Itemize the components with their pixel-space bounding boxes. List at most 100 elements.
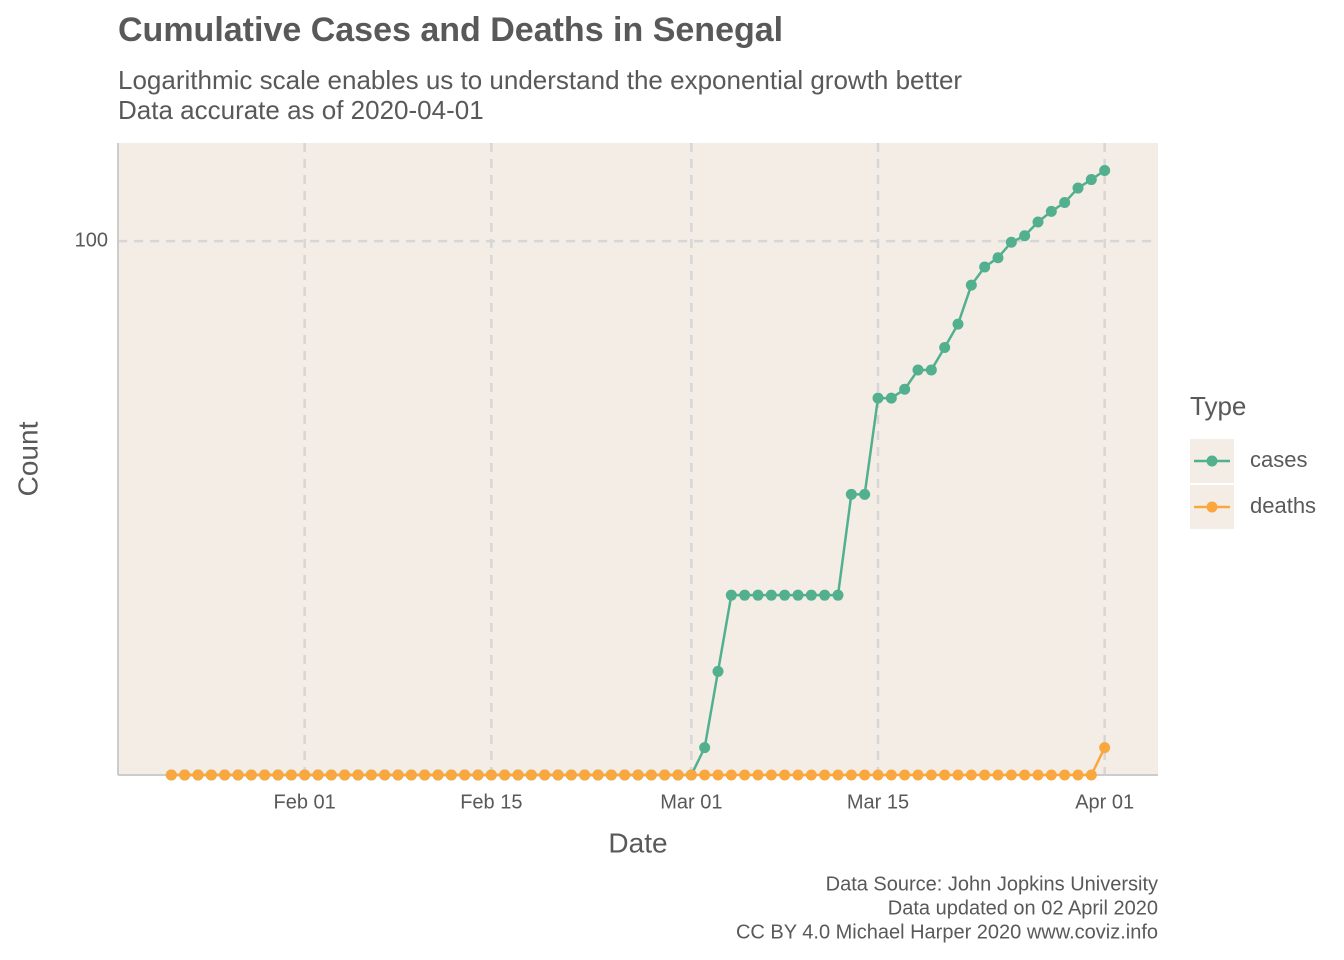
data-point <box>819 769 831 781</box>
data-point <box>499 769 511 781</box>
data-point <box>885 769 897 781</box>
data-point <box>1059 197 1071 209</box>
data-point <box>725 769 737 781</box>
data-point <box>432 769 444 781</box>
subtitle: Logarithmic scale enables us to understa… <box>118 65 962 95</box>
x-axis-title: Date <box>608 827 667 858</box>
data-point <box>979 261 991 273</box>
data-point <box>1072 182 1084 194</box>
data-point <box>579 769 591 781</box>
x-tick-label: Mar 15 <box>847 791 909 813</box>
data-point <box>1099 165 1111 177</box>
data-point <box>699 742 711 754</box>
data-point <box>939 769 951 781</box>
data-point <box>739 769 751 781</box>
data-point <box>979 769 991 781</box>
caption: CC BY 4.0 Michael Harper 2020 www.coviz.… <box>736 921 1158 943</box>
data-point <box>352 769 364 781</box>
data-point <box>459 769 471 781</box>
x-tick-label: Mar 01 <box>660 791 722 813</box>
caption: Data updated on 02 April 2020 <box>888 897 1158 919</box>
data-point <box>165 769 177 781</box>
data-point <box>299 769 311 781</box>
data-point <box>285 769 297 781</box>
data-point <box>619 769 631 781</box>
data-point <box>645 769 657 781</box>
data-point <box>739 589 751 601</box>
data-point <box>365 769 377 781</box>
data-point <box>445 769 457 781</box>
data-point <box>245 769 257 781</box>
data-point <box>832 769 844 781</box>
data-point <box>912 364 924 376</box>
data-point <box>232 769 244 781</box>
data-point <box>672 769 684 781</box>
data-point <box>219 769 231 781</box>
data-point <box>1085 174 1097 186</box>
data-point <box>1005 236 1017 248</box>
data-point <box>712 665 724 677</box>
data-point <box>765 589 777 601</box>
data-point <box>992 252 1004 264</box>
data-point <box>792 769 804 781</box>
data-point <box>405 769 417 781</box>
data-point <box>752 589 764 601</box>
data-point <box>792 589 804 601</box>
x-tick-label: Apr 01 <box>1075 791 1134 813</box>
data-point <box>819 589 831 601</box>
data-point <box>779 589 791 601</box>
data-point <box>512 769 524 781</box>
caption: Data Source: John Jopkins University <box>826 873 1158 895</box>
x-tick-label: Feb 15 <box>460 791 522 813</box>
data-point <box>1045 769 1057 781</box>
data-point <box>565 769 577 781</box>
data-point <box>1019 230 1031 242</box>
data-point <box>859 769 871 781</box>
data-point <box>392 769 404 781</box>
data-point <box>312 769 324 781</box>
data-point <box>752 769 764 781</box>
data-point <box>925 364 937 376</box>
data-point <box>592 769 604 781</box>
plot-panel <box>118 143 1158 775</box>
data-point <box>325 769 337 781</box>
subtitle: Data accurate as of 2020-04-01 <box>118 95 484 125</box>
data-point <box>899 383 911 395</box>
data-point <box>965 769 977 781</box>
data-point <box>1045 205 1057 217</box>
data-point <box>712 769 724 781</box>
data-point <box>965 279 977 291</box>
data-point <box>992 769 1004 781</box>
data-point <box>659 769 671 781</box>
data-point <box>685 769 697 781</box>
data-point <box>805 769 817 781</box>
data-point <box>1032 216 1044 228</box>
data-point <box>805 589 817 601</box>
data-point <box>272 769 284 781</box>
data-point <box>899 769 911 781</box>
data-point <box>779 769 791 781</box>
legend-point <box>1206 501 1218 513</box>
data-point <box>872 392 884 404</box>
data-point <box>472 769 484 781</box>
data-point <box>885 392 897 404</box>
data-point <box>379 769 391 781</box>
data-point <box>605 769 617 781</box>
data-point <box>1099 742 1111 754</box>
data-point <box>259 769 271 781</box>
data-point <box>832 589 844 601</box>
data-point <box>419 769 431 781</box>
chart-title: Cumulative Cases and Deaths in Senegal <box>118 11 783 49</box>
data-point <box>552 769 564 781</box>
data-point <box>205 769 217 781</box>
data-point <box>179 769 191 781</box>
data-point <box>725 589 737 601</box>
data-point <box>539 769 551 781</box>
data-point <box>952 318 964 330</box>
data-point <box>939 342 951 354</box>
data-point <box>485 769 497 781</box>
data-point <box>1059 769 1071 781</box>
data-point <box>765 769 777 781</box>
data-point <box>845 488 857 500</box>
y-axis-title: Count <box>12 421 43 496</box>
